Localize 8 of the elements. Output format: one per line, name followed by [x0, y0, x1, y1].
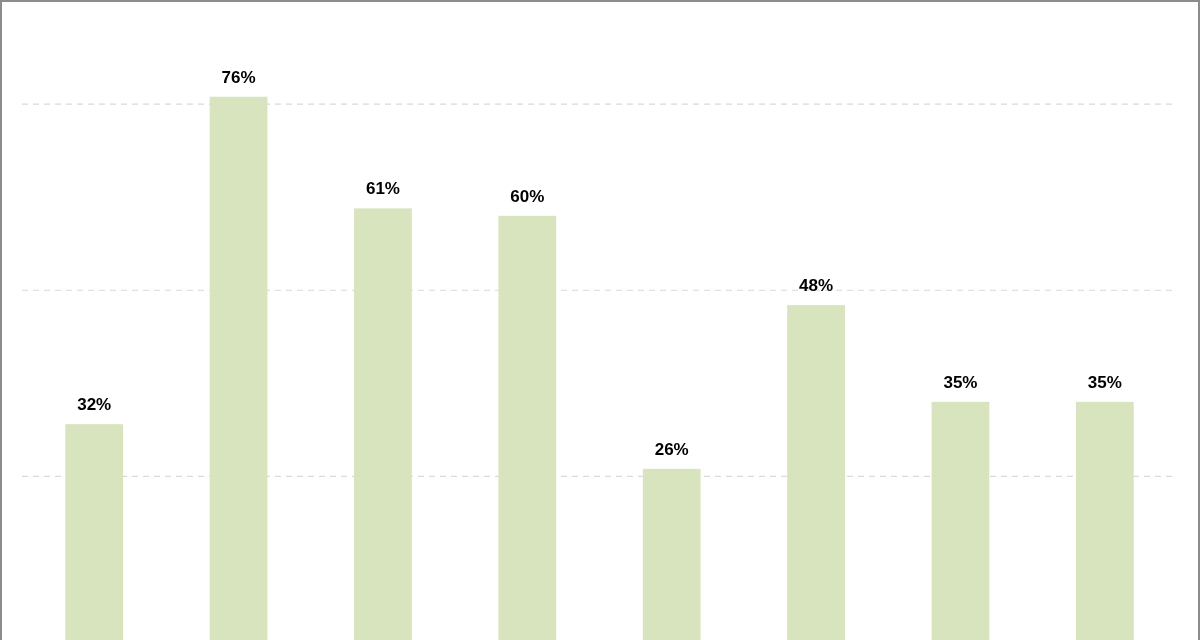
data-label: 35% — [943, 372, 978, 392]
data-label: 48% — [799, 276, 834, 296]
data-label: 76% — [221, 67, 256, 87]
data-label: 26% — [654, 439, 689, 459]
data-label: 32% — [77, 395, 112, 415]
data-label: 35% — [1087, 372, 1122, 392]
data-label: 61% — [365, 179, 400, 199]
data-label: 60% — [510, 186, 545, 206]
